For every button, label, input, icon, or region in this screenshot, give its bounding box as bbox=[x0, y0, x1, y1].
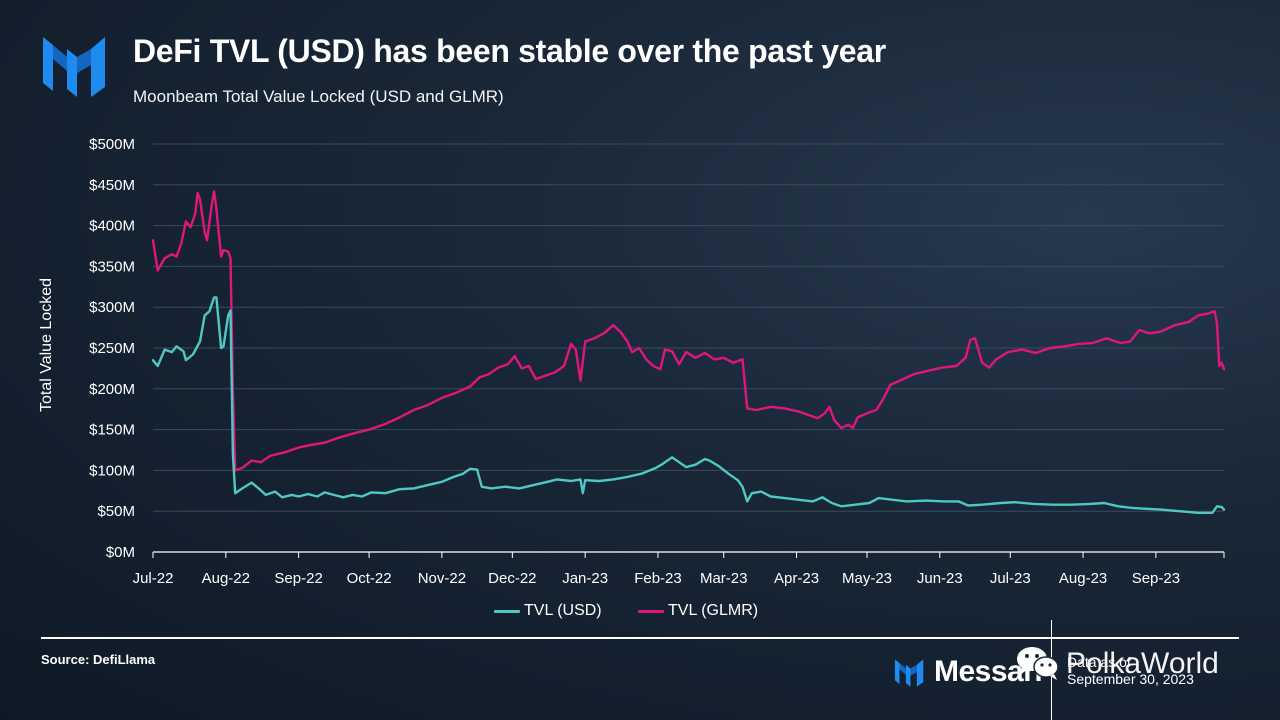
legend-item-tvl-glmr: TVL (GLMR) bbox=[638, 602, 758, 620]
y-tick-label: $500M bbox=[89, 136, 135, 153]
messari-logo-icon bbox=[43, 37, 105, 97]
footer-divider bbox=[41, 637, 1239, 639]
x-tick-label: Oct-22 bbox=[347, 570, 392, 587]
wechat-icon bbox=[1017, 647, 1059, 680]
x-tick-label: Jul-22 bbox=[133, 570, 174, 587]
legend-label-glmr: TVL (GLMR) bbox=[668, 602, 759, 619]
data-as-of: Data as of September 30, 2023 bbox=[1067, 654, 1194, 688]
x-tick-label: Aug-23 bbox=[1059, 570, 1107, 587]
y-tick-label: $300M bbox=[89, 299, 135, 316]
x-tick-label: Jan-23 bbox=[562, 570, 608, 587]
legend-swatch-glmr bbox=[638, 609, 664, 613]
series-line-tvl-usd bbox=[151, 296, 1226, 514]
x-tick-label: Nov-22 bbox=[418, 570, 466, 587]
page-title: DeFi TVL (USD) has been stable over the … bbox=[133, 33, 886, 69]
x-tick-label: Jul-23 bbox=[990, 570, 1031, 587]
x-tick-label: Dec-22 bbox=[488, 570, 536, 587]
y-axis-label: Total Value Locked bbox=[38, 277, 55, 413]
source-note: Source: DefiLlama bbox=[41, 652, 156, 667]
watermark-text: PolkaWorld bbox=[1066, 647, 1219, 680]
x-tick-label: Sep-22 bbox=[274, 570, 322, 587]
y-tick-label: $200M bbox=[89, 381, 135, 398]
y-tick-label: $100M bbox=[89, 462, 135, 479]
y-tick-label: $400M bbox=[89, 218, 135, 235]
x-tick-label: May-23 bbox=[842, 570, 892, 587]
y-tick-label: $150M bbox=[89, 422, 135, 439]
x-tick-label: Feb-23 bbox=[634, 570, 682, 587]
messari-brand-icon bbox=[894, 659, 924, 687]
tvl-line-chart: $0M $50M $100M $150M $200M $250M $300M $350M $40… bbox=[89, 136, 1226, 587]
x-tick-label: Jun-23 bbox=[917, 570, 963, 587]
legend-item-tvl-usd: TVL (USD) bbox=[494, 602, 602, 620]
y-tick-label: $450M bbox=[89, 177, 135, 194]
data-as-of-label: Data as of bbox=[1067, 654, 1131, 670]
legend-swatch-usd bbox=[494, 609, 520, 613]
x-tick-label: Mar-23 bbox=[700, 570, 748, 587]
y-tick-label: $350M bbox=[89, 258, 135, 275]
series-line-tvl-glmr bbox=[151, 190, 1226, 472]
y-tick-label: $50M bbox=[97, 503, 135, 520]
data-as-of-date: September 30, 2023 bbox=[1067, 671, 1194, 687]
x-tick-label: Apr-23 bbox=[774, 570, 819, 587]
x-tick-label: Aug-22 bbox=[202, 570, 250, 587]
page-subtitle: Moonbeam Total Value Locked (USD and GLM… bbox=[133, 87, 504, 106]
y-tick-label: $250M bbox=[89, 340, 135, 357]
y-tick-label: $0M bbox=[106, 544, 135, 561]
legend-label-usd: TVL (USD) bbox=[524, 602, 602, 619]
x-tick-label: Sep-23 bbox=[1132, 570, 1180, 587]
